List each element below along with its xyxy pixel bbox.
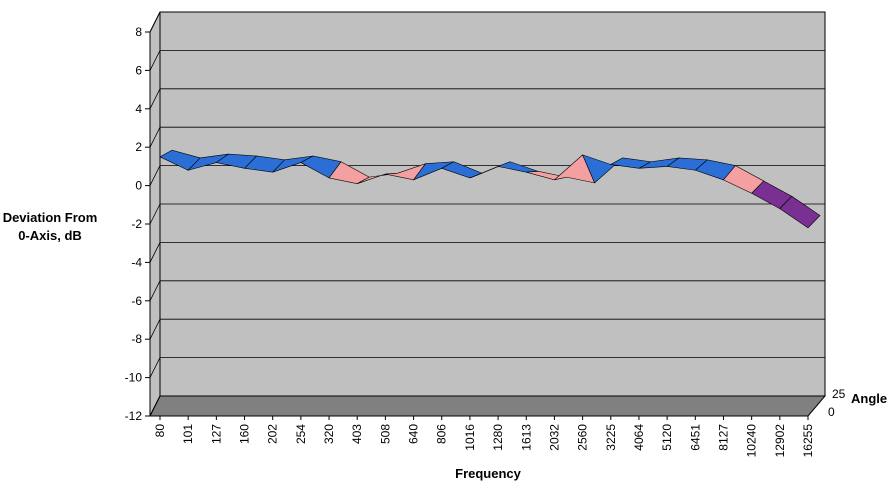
gridline-side — [149, 357, 161, 378]
x-tick-label: 254 — [294, 424, 308, 444]
x-tick-label: 101 — [181, 424, 195, 444]
x-tick-label: 4064 — [632, 424, 646, 451]
x-tick-label: 80 — [153, 424, 167, 438]
y-tick-label: 8 — [135, 25, 142, 39]
x-tick-label: 508 — [378, 424, 392, 444]
x-axis-ticks: 80 101 127 160 202 254 320 403 508 640 806 1016 1280… — [153, 416, 815, 457]
x-tick-label: 2560 — [576, 424, 590, 451]
y-tick-label: -4 — [131, 255, 142, 269]
gridline-side — [149, 280, 161, 301]
y-tick-label: 0 — [135, 179, 142, 193]
y-axis-ticks: 8 6 4 2 0 -2 -4 -6 -8 -10 -12 — [125, 25, 150, 423]
y-axis-title-line1: Deviation From — [3, 210, 98, 225]
gridline-side — [149, 242, 161, 263]
angle-axis-ticks: 250 — [828, 387, 846, 419]
x-tick-label: 320 — [322, 424, 336, 444]
gridline-side — [149, 165, 161, 186]
gridline-side — [149, 395, 161, 417]
angle-tick-label: 0 — [828, 405, 835, 419]
x-tick-label: 403 — [350, 424, 364, 444]
x-tick-label: 10240 — [745, 424, 759, 458]
x-tick-label: 160 — [238, 424, 252, 444]
y-tick-label: 6 — [135, 63, 142, 77]
x-tick-label: 6451 — [688, 424, 702, 451]
gridline-side — [149, 11, 161, 33]
x-axis-title: Frequency — [455, 466, 522, 481]
x-tick-label: 12902 — [773, 424, 787, 458]
gridline-side — [149, 203, 161, 225]
y-tick-label: -8 — [131, 332, 142, 346]
x-tick-label: 8127 — [716, 424, 730, 451]
x-tick-label: 127 — [209, 424, 223, 444]
x-tick-label: 640 — [407, 424, 421, 444]
gridline-side — [149, 319, 161, 340]
y-tick-label: 4 — [135, 102, 142, 116]
surface-mesh — [159, 149, 821, 229]
x-tick-label: 202 — [266, 424, 280, 444]
y-axis-title-line2: 0-Axis, dB — [18, 228, 82, 243]
x-tick-label: 2032 — [547, 424, 561, 451]
floor — [149, 395, 827, 417]
x-tick-label: 806 — [435, 424, 449, 444]
gridline-side — [149, 88, 161, 109]
x-tick-label: 1613 — [519, 424, 533, 451]
surface-cell — [779, 195, 821, 229]
y-tick-label: 2 — [135, 140, 142, 154]
y-tick-label: -2 — [131, 217, 142, 231]
gridline-side — [149, 50, 161, 71]
y-tick-label: -12 — [125, 409, 143, 423]
x-tick-label: 5120 — [660, 424, 674, 451]
gridline-side — [149, 127, 161, 148]
y-tick-label: -10 — [125, 371, 143, 385]
x-tick-label: 1016 — [463, 424, 477, 451]
angle-axis-title: Angle — [851, 391, 887, 406]
chart-walls — [149, 11, 827, 417]
angle-tick-label: 25 — [832, 387, 846, 401]
x-tick-label: 16255 — [801, 424, 815, 458]
x-tick-label: 3225 — [604, 424, 618, 451]
x-tick-label: 1280 — [491, 424, 505, 451]
y-tick-label: -6 — [131, 294, 142, 308]
